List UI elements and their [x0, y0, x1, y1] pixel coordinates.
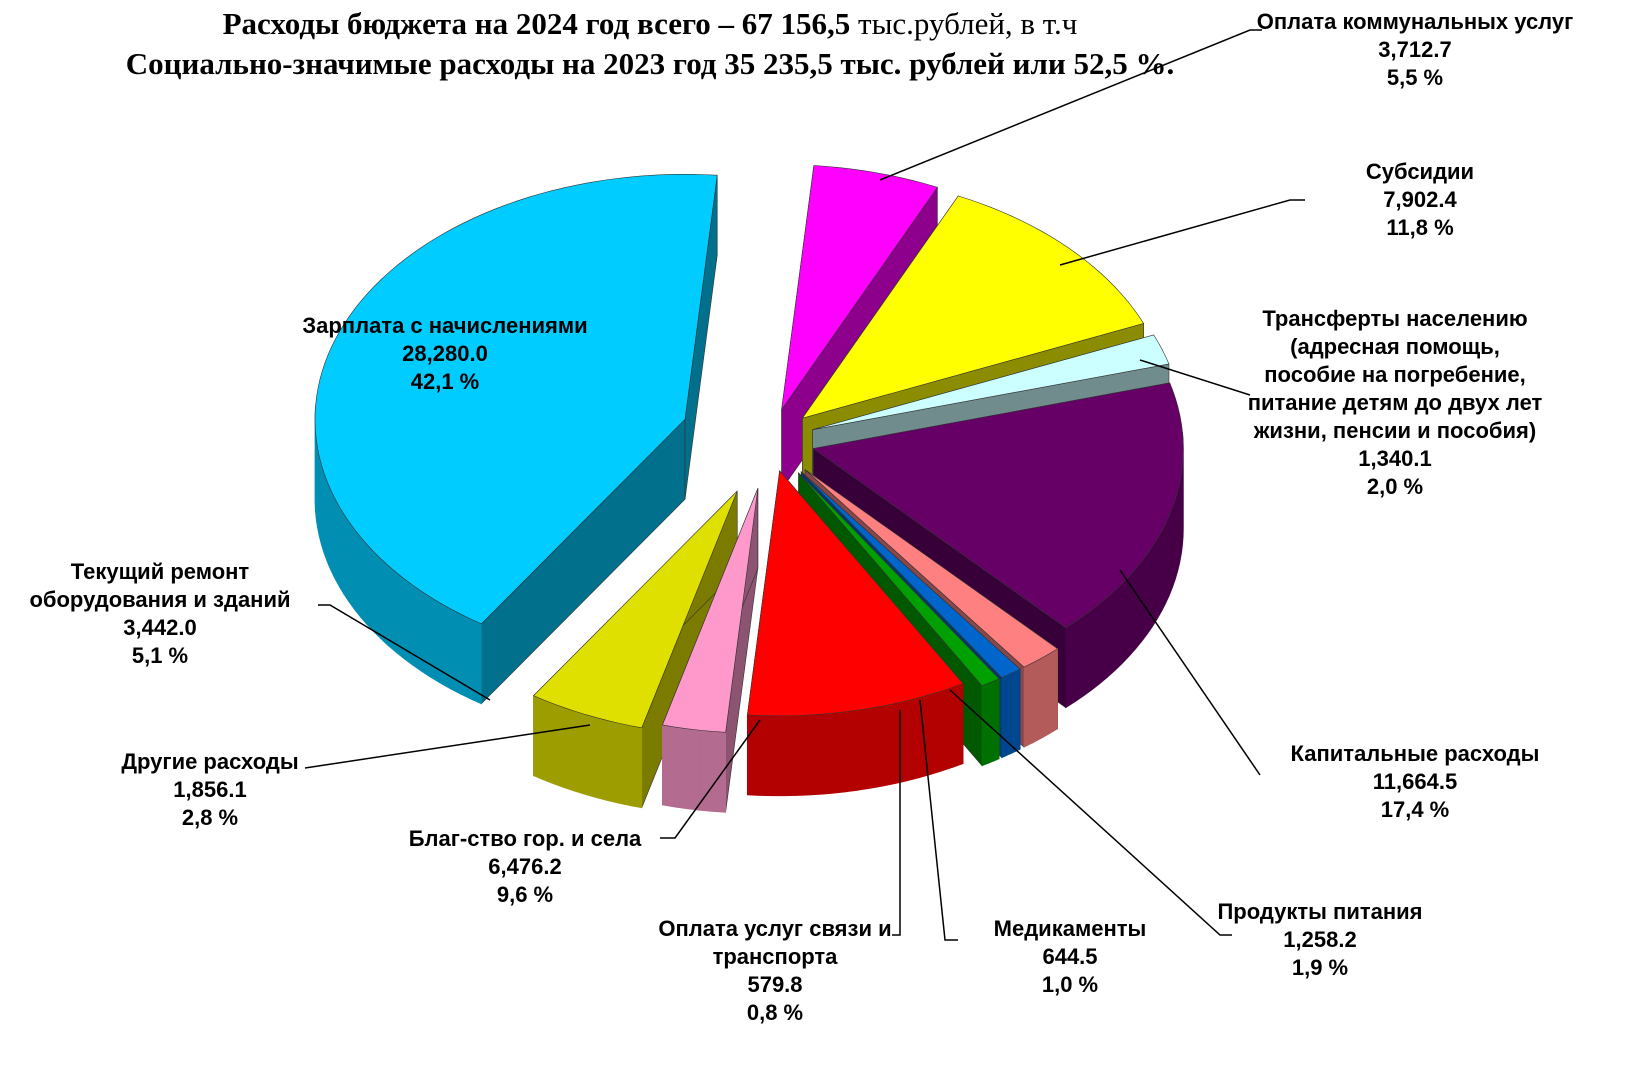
value-label: 579.8 [747, 972, 803, 997]
title-line2: Социально-значимые расходы на 2023 год 3… [125, 46, 1175, 81]
slice-wall [981, 678, 1000, 767]
category-name: Продукты питания [1217, 899, 1423, 924]
leader-line [949, 689, 1232, 936]
slice-label: Медикаменты 644.5 1,0 % [955, 915, 1185, 999]
percent-label: 5,1 % [131, 643, 189, 668]
percent-label: 11,8 % [1386, 215, 1454, 240]
leader-line [1139, 359, 1251, 396]
slice-top [314, 174, 718, 625]
percent-label: 42,1 % [410, 369, 480, 394]
slice-top [800, 471, 1021, 678]
leader-line [660, 719, 761, 839]
slice-wall [746, 682, 964, 797]
percent-label: 0,8 % [746, 1000, 804, 1025]
category-name: Оплата услуг связи и транспорта [658, 916, 892, 969]
chart-title: Расходы бюджета на 2024 год всего – 67 1… [0, 4, 1300, 84]
slice-wall [662, 724, 727, 813]
slice-top [804, 469, 1059, 668]
slice-label: Благ-ство гор. и села 6,476.2 9,6 % [380, 825, 670, 909]
slice-top [801, 195, 1145, 419]
title-normal: тыс.рублей, в т.ч [858, 6, 1078, 41]
percent-label: 2,8 % [181, 805, 239, 830]
percent-label: 1,9 % [1291, 955, 1349, 980]
category-name: Другие расходы [121, 749, 299, 774]
slice-label: Трансферты населению (адресная помощь, п… [1245, 305, 1545, 501]
slice-label: Продукты питания 1,258.2 1,9 % [1195, 898, 1445, 982]
slice-label: Оплата коммунальных услуг 3,712.7 5,5 % [1255, 8, 1575, 92]
leader-line [318, 604, 491, 701]
slice-wall [1001, 668, 1021, 759]
percent-label: 9,6 % [496, 882, 554, 907]
value-label: 11,664.5 [1372, 769, 1458, 794]
category-name: Оплата коммунальных услуг [1256, 9, 1574, 34]
value-label: 6,476.2 [488, 854, 562, 879]
category-name: Зарплата с начислениями [302, 313, 588, 338]
slice-wall [1065, 432, 1184, 709]
category-name: Субсидии [1365, 159, 1475, 184]
slice-top [812, 334, 1170, 430]
value-label: 1,258.2 [1283, 927, 1357, 952]
leader-line [1119, 569, 1261, 776]
slice-label: Зарплата с начислениями 28,280.0 42,1 % [275, 312, 615, 396]
category-name: Капитальные расходы [1290, 741, 1540, 766]
value-label: 28,280.0 [402, 341, 488, 366]
percent-label: 17,4 % [1380, 797, 1450, 822]
slice-wall [314, 405, 482, 705]
percent-label: 1,0 % [1041, 972, 1099, 997]
value-label: 7,902.4 [1383, 187, 1457, 212]
slice-label: Текущий ремонт оборудования и зданий 3,44… [0, 558, 320, 670]
slice [314, 174, 718, 705]
slice-label: Субсидии 7,902.4 11,8 % [1270, 158, 1570, 242]
value-label: 1,340.1 [1358, 446, 1432, 471]
title-bold: Расходы бюджета на 2024 год всего – 67 1… [222, 6, 851, 41]
percent-label: 5,5 % [1386, 65, 1444, 90]
slice [746, 469, 964, 797]
category-name: Текущий ремонт оборудования и зданий [29, 559, 291, 612]
category-name: Благ-ство гор. и села [408, 826, 642, 851]
slice-wall [533, 695, 643, 809]
slice-top [781, 165, 938, 410]
slice-wall [1023, 648, 1058, 748]
slice-top [798, 472, 1000, 687]
slice-top [533, 490, 738, 729]
value-label: 3,442.0 [123, 615, 197, 640]
leader-line [879, 29, 1262, 181]
slice-top [747, 470, 964, 717]
leader-line [892, 710, 901, 936]
slice-label: Другие расходы 1,856.1 2,8 % [80, 748, 340, 832]
slice-label: Капитальные расходы 11,664.5 17,4 % [1255, 740, 1575, 824]
value-label: 1,856.1 [173, 777, 247, 802]
leader-line [1059, 199, 1305, 266]
leader-line [919, 699, 958, 941]
value-label: 644.5 [1042, 944, 1098, 969]
percent-label: 2,0 % [1366, 474, 1424, 499]
slice [662, 488, 759, 813]
slice-top [812, 382, 1184, 629]
leader-line [304, 724, 591, 769]
slice-label: Оплата услуг связи и транспорта 579.8 0,8 … [620, 915, 930, 1027]
slice-top [662, 488, 759, 733]
category-name: Медикаменты [993, 916, 1147, 941]
value-label: 3,712.7 [1378, 37, 1452, 62]
category-name: Трансферты населению (адресная помощь, п… [1247, 306, 1543, 443]
